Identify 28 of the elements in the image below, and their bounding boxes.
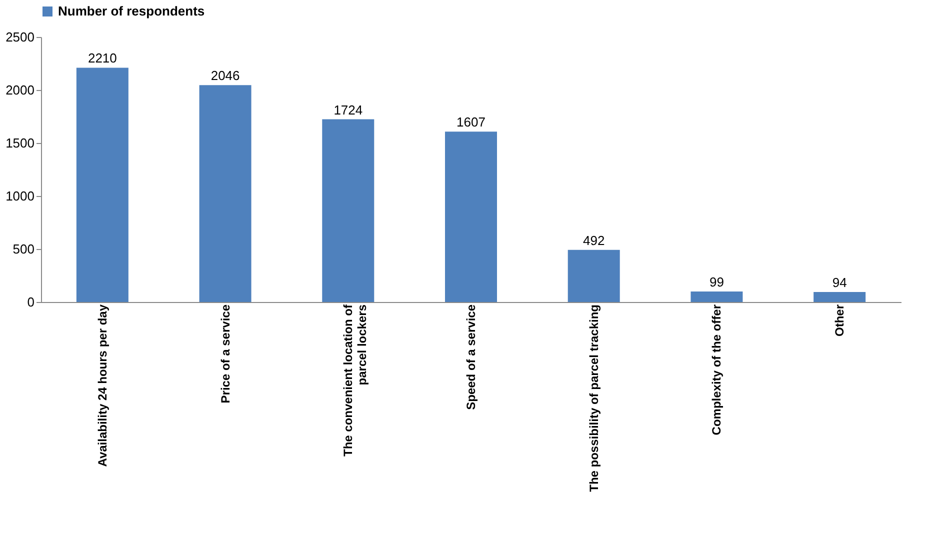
y-tick-label: 1500 [6,136,34,150]
data-label: 492 [583,232,605,248]
bar [568,250,620,302]
data-label: 99 [709,274,724,290]
x-tick-label: Complexity of the offer [710,304,724,436]
data-label: 2046 [210,68,240,84]
y-tick-label: 0 [27,294,34,310]
y-tick-label: 2000 [6,82,34,98]
y-tick-label: 2500 [6,30,34,44]
legend-label: Number of respondents [58,4,205,18]
y-tick-label: 500 [12,242,34,256]
bar [199,85,252,302]
data-label: 2210 [88,50,117,66]
data-label: 1607 [456,114,486,130]
x-tick-label: The possibility of parcel tracking [586,304,601,492]
data-label: 94 [832,275,847,290]
x-tick-label: Availability 24 hours per day [95,304,110,467]
y-tick-label: 1000 [6,188,34,204]
x-tick-label: Other [832,304,847,337]
x-tick-label: Price of a service [218,304,232,404]
bar [690,292,743,302]
bar [814,292,866,302]
bar [445,132,497,302]
bar [76,68,128,302]
x-tick-label: The convenient location of parcel lockers [341,304,370,457]
data-label: 1724 [334,102,363,118]
bar [322,119,374,302]
x-tick-label: Speed of a service [464,304,478,410]
